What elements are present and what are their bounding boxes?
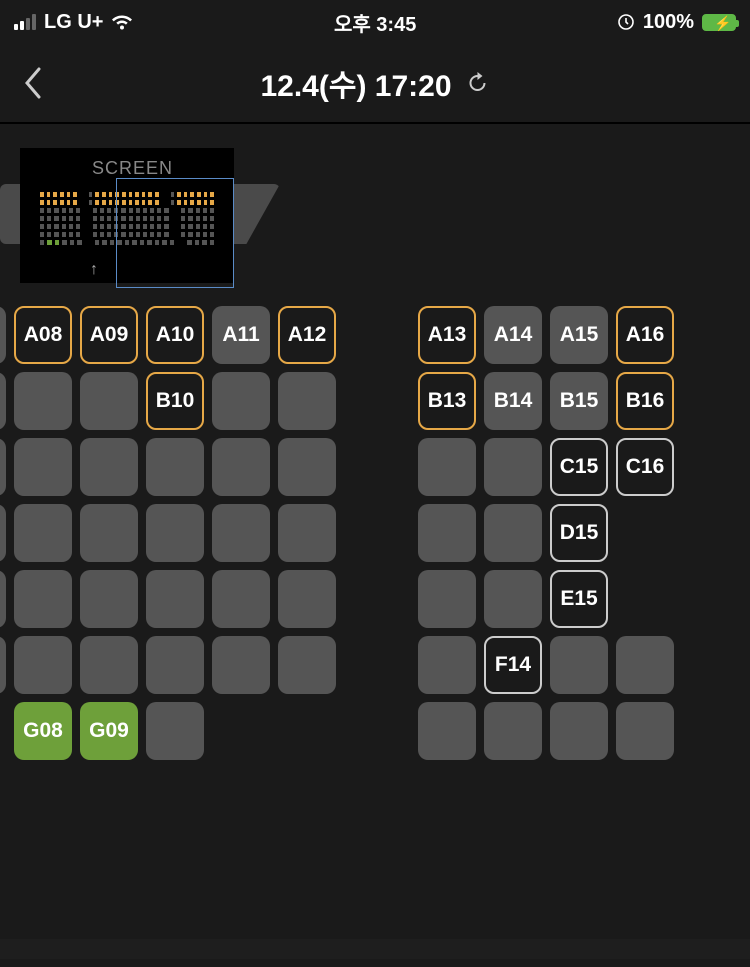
battery-icon: ⚡ — [702, 14, 736, 31]
wifi-icon — [111, 14, 133, 30]
seat-occupied — [278, 438, 336, 496]
seat-G09[interactable]: G09 — [80, 702, 138, 760]
seat-occupied — [0, 306, 6, 364]
seat-occupied — [146, 636, 204, 694]
seat-row: F14 — [0, 636, 674, 694]
seat-occupied — [418, 702, 476, 760]
seat-C16[interactable]: C16 — [616, 438, 674, 496]
seat-occupied — [212, 438, 270, 496]
seat-B14: B14 — [484, 372, 542, 430]
seat-occupied — [0, 504, 6, 562]
seat-occupied — [146, 504, 204, 562]
seat-B13[interactable]: B13 — [418, 372, 476, 430]
seat-occupied — [278, 504, 336, 562]
aisle-gap — [344, 438, 410, 496]
seat-row: C15C16 — [0, 438, 674, 496]
seat-row: D15 — [0, 504, 674, 562]
seat-B10[interactable]: B10 — [146, 372, 204, 430]
seat-row: G08G09 — [0, 702, 674, 760]
seat-occupied — [212, 636, 270, 694]
seat-A13[interactable]: A13 — [418, 306, 476, 364]
seat-occupied — [212, 372, 270, 430]
minimap-seats — [40, 192, 214, 255]
seat-occupied — [14, 570, 72, 628]
aisle-gap — [344, 306, 410, 364]
seat-occupied — [278, 636, 336, 694]
seat-occupied — [418, 504, 476, 562]
aisle-gap — [344, 372, 410, 430]
seat-occupied — [616, 636, 674, 694]
seat-A10[interactable]: A10 — [146, 306, 204, 364]
seat-A16[interactable]: A16 — [616, 306, 674, 364]
seat-occupied — [14, 438, 72, 496]
seat-occupied — [80, 438, 138, 496]
seat-occupied — [14, 372, 72, 430]
seat-occupied — [80, 504, 138, 562]
minimap-arrow-icon: ↑ — [90, 261, 98, 279]
nav-bar: 12.4(수) 17:20 — [0, 44, 750, 122]
clock-label: 오후 3:45 — [334, 8, 416, 37]
seat-A15: A15 — [550, 306, 608, 364]
seat-occupied — [212, 504, 270, 562]
seat-occupied — [0, 570, 6, 628]
seat-A14: A14 — [484, 306, 542, 364]
seat-occupied — [14, 636, 72, 694]
seat-occupied — [616, 702, 674, 760]
seat-occupied — [80, 372, 138, 430]
seat-F14[interactable]: F14 — [484, 636, 542, 694]
seat-B15: B15 — [550, 372, 608, 430]
seat-A08[interactable]: A08 — [14, 306, 72, 364]
minimap-screen-label: SCREEN — [92, 158, 173, 179]
footer — [0, 939, 750, 959]
aisle-gap — [344, 702, 410, 760]
seat-occupied — [146, 570, 204, 628]
seat-grid: A08A09A10A11A12 A13A14A15A16 B10 B13B14B15B… — [0, 306, 674, 760]
seat-occupied — [278, 372, 336, 430]
status-bar: LG U+ 오후 3:45 100% ⚡ — [0, 0, 750, 44]
seat-row: B10 B13B14B15B16 — [0, 372, 674, 430]
seat-occupied — [418, 570, 476, 628]
seat-occupied — [146, 438, 204, 496]
minimap[interactable]: SCREEN ↑ — [20, 148, 234, 283]
seat-occupied — [484, 702, 542, 760]
seat-A12[interactable]: A12 — [278, 306, 336, 364]
seat-row: A08A09A10A11A12 A13A14A15A16 — [0, 306, 674, 364]
seat-occupied — [0, 636, 6, 694]
seat-occupied — [484, 504, 542, 562]
seat-G08[interactable]: G08 — [14, 702, 72, 760]
refresh-button[interactable] — [466, 71, 490, 95]
seat-occupied — [550, 636, 608, 694]
seat-occupied — [80, 570, 138, 628]
seat-occupied — [278, 570, 336, 628]
seat-A11: A11 — [212, 306, 270, 364]
seat-row: E15 — [0, 570, 674, 628]
page-title: 12.4(수) 17:20 — [260, 61, 451, 105]
seat-occupied — [484, 438, 542, 496]
seat-occupied — [0, 372, 6, 430]
battery-pct-label: 100% — [643, 11, 694, 34]
seat-occupied — [146, 702, 204, 760]
rotation-lock-icon — [617, 13, 635, 31]
seat-B16[interactable]: B16 — [616, 372, 674, 430]
seat-A09[interactable]: A09 — [80, 306, 138, 364]
seat-occupied — [212, 570, 270, 628]
seat-D15[interactable]: D15 — [550, 504, 608, 562]
seat-occupied — [418, 438, 476, 496]
seat-occupied — [550, 702, 608, 760]
aisle-gap — [344, 504, 410, 562]
seat-occupied — [0, 438, 6, 496]
seat-occupied — [80, 636, 138, 694]
seat-occupied — [484, 570, 542, 628]
seat-occupied — [418, 636, 476, 694]
carrier-label: LG U+ — [44, 11, 103, 34]
aisle-gap — [344, 636, 410, 694]
seat-C15[interactable]: C15 — [550, 438, 608, 496]
aisle-gap — [344, 570, 410, 628]
seat-occupied — [14, 504, 72, 562]
back-button[interactable] — [12, 63, 52, 103]
signal-icon — [14, 14, 36, 30]
seat-E15[interactable]: E15 — [550, 570, 608, 628]
